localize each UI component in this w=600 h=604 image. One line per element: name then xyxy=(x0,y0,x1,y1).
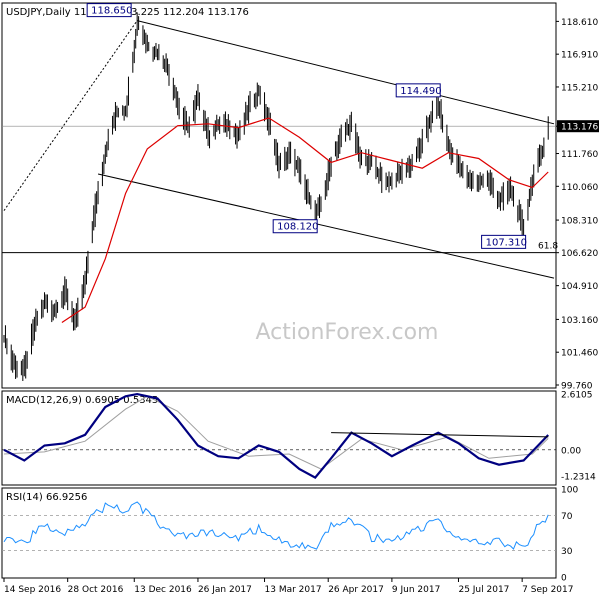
rsi-tick-label: 30 xyxy=(561,547,573,557)
price-tick-label: 106.620 xyxy=(561,249,598,259)
trend-line xyxy=(3,20,138,211)
price-annotation-label: 107.310 xyxy=(486,237,527,248)
macd-tick-label: -1.2314 xyxy=(561,473,596,483)
x-tick-label: 13 Dec 2016 xyxy=(134,585,192,595)
rsi-tick-label: 0 xyxy=(561,574,567,584)
macd-panel-frame xyxy=(1,390,557,486)
price-annotation-label: 114.490 xyxy=(400,86,441,97)
x-tick-label: 13 Mar 2017 xyxy=(265,585,322,595)
trend-line xyxy=(137,20,555,125)
price-annotation-box xyxy=(481,234,527,249)
x-tick-label: 25 Jul 2017 xyxy=(458,585,509,595)
macd-tick-label: 2.6105 xyxy=(561,390,593,400)
price-annotation-label: 118.650 xyxy=(91,6,132,17)
last-price-label: 113.176 xyxy=(561,123,598,133)
price-tick-label: 108.310 xyxy=(561,217,598,227)
fib-label: 61.8 xyxy=(538,242,558,252)
price-tick-label: 118.610 xyxy=(561,18,598,28)
macd-tick-label: 0.00 xyxy=(561,446,581,456)
price-annotation-box xyxy=(272,219,318,234)
price-tick-label: 101.460 xyxy=(561,349,598,359)
macd-signal-line xyxy=(3,395,549,470)
rsi-line xyxy=(3,501,549,550)
price-tick-label: 103.160 xyxy=(561,316,598,326)
rsi-tick-label: 100 xyxy=(561,486,578,496)
price-annotation-box xyxy=(395,83,441,98)
axis-layer: 118.610 116.910 115.210 113.176 111.760 110.0… xyxy=(3,18,599,595)
rsi-tick-label: 70 xyxy=(561,512,573,522)
rsi-panel-frame xyxy=(1,487,557,579)
macd-line xyxy=(3,392,549,479)
x-tick-label: 28 Oct 2016 xyxy=(68,585,124,595)
price-tick-label: 104.910 xyxy=(561,282,598,292)
macd-label: MACD(12,26,9) 0.6905 0.5345 xyxy=(6,395,158,406)
price-tick-label: 111.760 xyxy=(561,150,598,160)
price-tick-label: 110.060 xyxy=(561,183,598,193)
trend-line xyxy=(97,173,555,279)
x-tick-label: 26 Apr 2017 xyxy=(328,585,384,595)
watermark: ActionForex.com xyxy=(256,320,439,345)
x-tick-label: 9 Jun 2017 xyxy=(392,585,440,595)
rsi-label: RSI(14) 66.9256 xyxy=(6,492,87,503)
x-tick-label: 7 Sep 2017 xyxy=(522,585,573,595)
price-tick-label: 115.210 xyxy=(561,83,598,93)
x-tick-label: 14 Sep 2016 xyxy=(4,585,61,595)
macd-layer xyxy=(2,392,556,479)
moving-average-line xyxy=(61,117,549,323)
x-tick-label: 26 Jan 2017 xyxy=(198,585,252,595)
macd-resistance-line xyxy=(331,432,549,438)
price-tick-label: 99.760 xyxy=(561,382,593,392)
price-annotation-label: 108.120 xyxy=(277,222,318,233)
last-price-box xyxy=(557,120,599,133)
rsi-layer xyxy=(2,501,556,551)
price-annotation-box xyxy=(86,3,132,18)
price-layer: 118.650 114.490 108.120 107.310 61.8 xyxy=(2,3,558,381)
price-panel-frame xyxy=(1,2,557,389)
price-tick-label: 116.910 xyxy=(561,51,598,61)
